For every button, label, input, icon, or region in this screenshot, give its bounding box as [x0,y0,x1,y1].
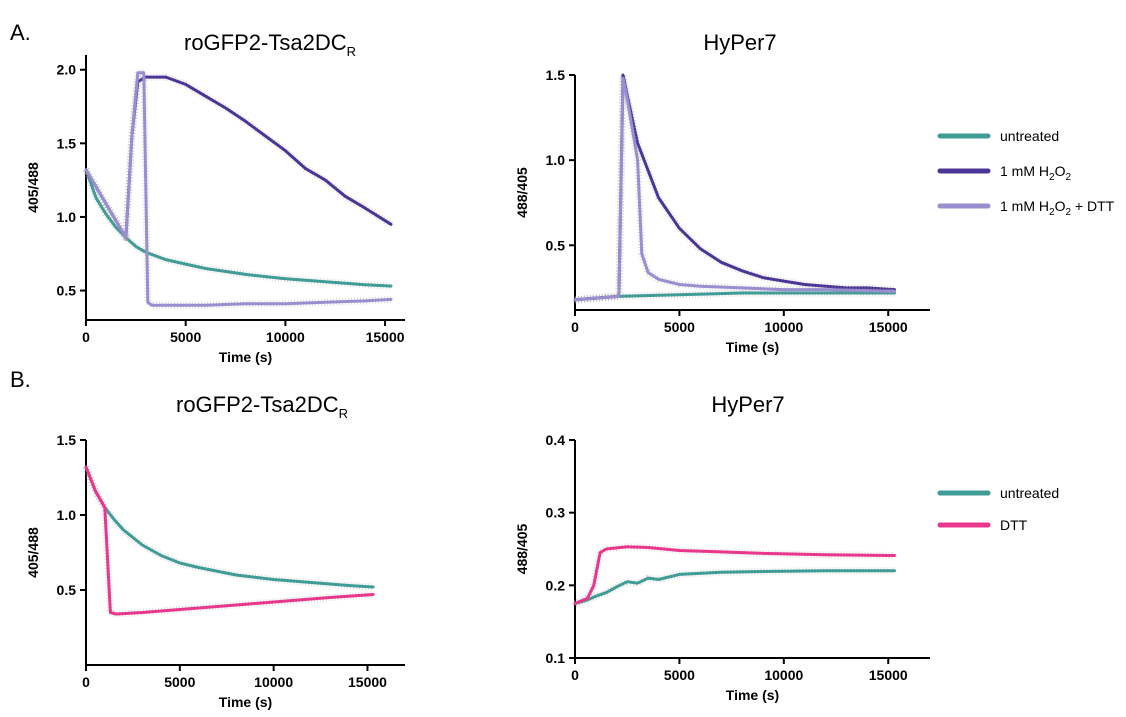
a2-x-tick-label: 5000 [664,319,695,335]
panel-label-b: B. [10,367,31,392]
b1-x-tick-label: 5000 [164,674,195,690]
a1-title: roGFP2-Tsa2DCR [184,30,356,59]
b2-y-tick-label: 0.4 [546,432,566,448]
chart-a1-rogfp2: roGFP2-Tsa2DCR 0 5000 10000 15000 0.5 1.0 1.5 2.… [25,30,405,365]
b2-x-tick-label: 5000 [664,667,695,683]
b1-series-dtt-errorbars [82,465,374,618]
b1-y-tick-label: 1.0 [57,507,77,523]
chart-a2-hyper7: HyPer7 0 5000 10000 15000 0.5 1.0 1.5 Time (s) 48… [514,30,930,355]
a2-x-tick-label: 15000 [869,319,908,335]
a1-y-tick-label: 0.5 [57,283,77,299]
chart-b2-hyper7: HyPer7 0 5000 10000 15000 0.1 0.2 0.3 0.4 Time (s… [514,392,930,703]
b2-title: HyPer7 [711,392,784,417]
a1-y-tick-label: 1.0 [57,209,77,225]
a1-y-tick-label: 1.5 [57,135,77,151]
b1-series-untreated-errorbars [82,465,374,591]
panel-label-a: A. [10,20,31,45]
b1-x-tick-label: 10000 [254,674,293,690]
a1-x-tick-label: 10000 [266,329,305,345]
a1-x-axis-label: Time (s) [219,349,272,365]
b2-y-tick-label: 0.1 [546,650,566,666]
b2-series-dtt-line [573,545,896,605]
a2-y-tick-label: 0.5 [546,237,566,253]
a2-x-axis-label: Time (s) [726,339,779,355]
legend-b-untreated-label: untreated [1000,485,1059,501]
b2-y-tick-label: 0.3 [546,505,566,521]
b1-y-tick-label: 1.5 [57,432,77,448]
legend-a-h2o2-dtt-label: 1 mM H2O2 + DTT [1000,198,1115,218]
b2-y-axis-label: 488/405 [514,523,530,574]
b1-series-dtt-line [84,465,375,616]
a2-y-axis-label: 488/405 [514,167,530,218]
a2-series-h2o2_dtt-line [573,76,896,302]
legend-a: untreated 1 mM H2O2 1 mM H2O2 + DTT [937,128,1115,218]
a1-series-h2o2_dtt-errorbars [82,69,392,309]
b2-y-tick-label: 0.2 [546,577,566,593]
b2-x-tick-label: 15000 [869,667,908,683]
a2-y-tick-label: 1.0 [546,152,566,168]
a2-title: HyPer7 [703,30,776,55]
chart-b1-rogfp2: roGFP2-Tsa2DCR 0 5000 10000 15000 0.5 1.0 1.5 Ti… [25,392,405,710]
a1-x-tick-label: 15000 [366,329,405,345]
legend-b-dtt-label: DTT [1000,517,1028,533]
b2-x-tick-label: 0 [571,667,579,683]
legend-a-h2o2-label: 1 mM H2O2 [1000,163,1071,183]
b2-x-tick-label: 10000 [764,667,803,683]
b1-series-untreated-line [84,465,375,589]
b1-x-tick-label: 0 [82,674,90,690]
a2-x-tick-label: 0 [571,319,579,335]
b2-series-untreated-errorbars [574,567,895,607]
b1-y-axis-label: 405/488 [25,527,41,578]
legend-a-untreated-label: untreated [1000,128,1059,144]
b1-title: roGFP2-Tsa2DCR [176,392,348,421]
b1-x-axis-label: Time (s) [219,694,272,710]
a1-x-tick-label: 5000 [170,329,201,345]
b1-y-tick-label: 0.5 [57,582,77,598]
a1-series-untreated-line [84,168,393,288]
b2-x-axis-label: Time (s) [726,687,779,703]
b2-series-untreated-line [573,569,896,605]
a2-x-tick-label: 10000 [764,319,803,335]
a1-series-h2o2_dtt-line [84,71,393,307]
a1-x-tick-label: 0 [82,329,90,345]
a1-y-axis-label: 405/488 [25,162,41,213]
legend-b: untreated DTT [937,485,1059,533]
a2-y-tick-label: 1.5 [546,67,566,83]
b1-x-tick-label: 15000 [348,674,387,690]
a1-y-tick-label: 2.0 [57,62,77,78]
